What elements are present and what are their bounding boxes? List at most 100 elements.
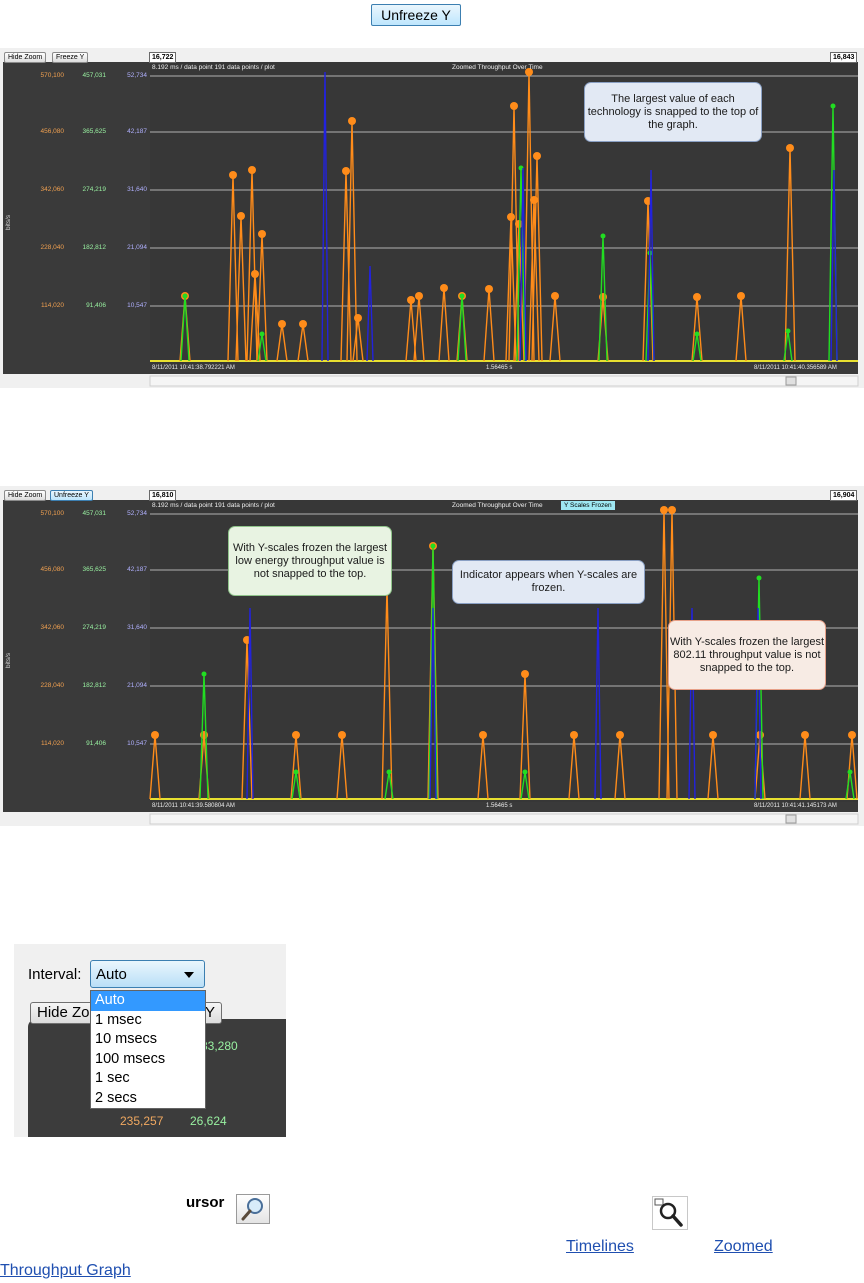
orange-tick: 456,080 — [40, 128, 65, 135]
trace-marker — [785, 328, 791, 334]
interval-option-1-msec[interactable]: 1 msec — [95, 1011, 142, 1028]
unfreeze-y-button[interactable]: Unfreeze Y — [371, 4, 461, 26]
x-end-label: 8/11/2011 10:41:41.145173 AM — [754, 803, 837, 809]
green-scale-value-2: 26,624 — [190, 1114, 227, 1128]
trace-marker — [415, 292, 423, 300]
interval-option-10-msecs[interactable]: 10 msecs — [95, 1031, 158, 1047]
interval-options: Auto 1 msec 10 msecs 100 msecs 1 sec 2 s… — [90, 990, 206, 1109]
trace-spike — [246, 607, 254, 800]
hide-zoom-button[interactable]: Hide Zo — [30, 1002, 102, 1024]
interval-dropdown-panel: Interval: 33,280 235,257 26,624 Hide Zo … — [14, 944, 286, 1137]
trace-marker — [440, 284, 448, 292]
link-throughput-graph[interactable]: Throughput Graph — [0, 1262, 131, 1279]
orange-tick: 342,060 — [40, 624, 65, 631]
trace-marker — [521, 670, 529, 678]
green-tick: 91,406 — [86, 302, 106, 309]
graph-title: Zoomed Throughput Over Time — [452, 64, 543, 71]
x-start-label: 8/11/2011 10:41:39.580804 AM — [152, 803, 235, 809]
y-unit-label: bits/s — [5, 652, 12, 668]
x-start-label: 8/11/2011 10:41:38.792221 AM — [152, 365, 235, 371]
trace-marker — [756, 575, 762, 581]
trace-marker — [479, 731, 487, 739]
scrollbar-track — [149, 375, 859, 387]
trace-marker — [801, 731, 809, 739]
trace-marker — [258, 230, 266, 238]
range-end-box[interactable]: 16,904 — [830, 490, 858, 501]
trace-marker — [259, 331, 265, 337]
interval-option-2-secs[interactable]: 2 secs — [95, 1089, 137, 1106]
green-tick: 457,031 — [82, 510, 107, 517]
trace-spike — [321, 71, 329, 362]
chevron-down-icon[interactable] — [184, 972, 194, 978]
x-end-label: 8/11/2011 10:41:40.356589 AM — [754, 365, 837, 371]
trace-marker — [694, 331, 700, 337]
range-start-box[interactable]: 16,810 — [149, 490, 177, 501]
hide-zoom-button[interactable]: Hide Zoom — [4, 52, 47, 63]
blue-tick: 42,187 — [127, 566, 147, 573]
blue-tick: 52,734 — [127, 72, 147, 79]
trace-marker — [338, 731, 346, 739]
trace-marker — [616, 731, 624, 739]
trace-marker — [293, 769, 299, 775]
trace-marker — [278, 320, 286, 328]
scrollbar-thumb — [785, 814, 797, 824]
trace-marker — [533, 152, 541, 160]
range-start-box[interactable]: 16,722 — [149, 52, 177, 63]
trace-spike — [366, 265, 374, 362]
trace-marker — [847, 769, 853, 775]
trace-marker — [292, 731, 300, 739]
trace-marker — [693, 293, 701, 301]
link-timelines[interactable]: Timelines — [566, 1238, 634, 1255]
link-zoomed[interactable]: Zoomed — [714, 1238, 773, 1255]
trace-marker — [229, 171, 237, 179]
interval-option-auto[interactable]: Auto — [91, 991, 205, 1011]
green-tick: 365,625 — [82, 128, 107, 135]
trace-marker — [200, 731, 208, 739]
blue-tick: 31,640 — [127, 186, 147, 193]
hide-zoom-button[interactable]: Hide Zoom — [4, 490, 47, 501]
orange-tick: 342,060 — [40, 186, 65, 193]
trace-marker — [570, 731, 578, 739]
green-tick: 274,219 — [82, 186, 107, 193]
unfreeze-y-button[interactable]: Unfreeze Y — [50, 490, 93, 501]
trace-spike — [754, 607, 762, 800]
trace-marker — [430, 543, 436, 549]
blue-tick: 21,094 — [127, 682, 147, 689]
graph-title: Zoomed Throughput Over Time — [452, 502, 543, 509]
trace-marker — [510, 102, 518, 110]
zoom-icon[interactable] — [652, 1196, 688, 1230]
green-tick: 182,812 — [82, 244, 107, 251]
interval-option-100-msecs[interactable]: 100 msecs — [95, 1050, 166, 1067]
range-end-box[interactable]: 16,843 — [830, 52, 858, 63]
green-tick: 182,812 — [82, 682, 107, 689]
trace-spike — [830, 169, 838, 362]
blue-tick: 21,094 — [127, 244, 147, 251]
green-tick: 91,406 — [86, 740, 106, 747]
trace-spike — [688, 607, 696, 800]
blue-tick: 10,547 — [127, 740, 147, 747]
callout-indicator: Indicator appears when Y-scales are froz… — [452, 560, 645, 604]
interval-selected-value: Auto — [96, 966, 127, 983]
interval-option-1-sec[interactable]: 1 sec — [95, 1070, 130, 1086]
trace-marker — [525, 68, 533, 76]
green-scale-value: 33,280 — [201, 1039, 238, 1053]
interval-select[interactable]: Auto — [90, 960, 205, 988]
trace-marker — [485, 285, 493, 293]
trace-marker — [522, 769, 528, 775]
freeze-y-button[interactable]: Freeze Y — [52, 52, 89, 63]
plot-info: 8.192 ms / data point 191 data points / … — [152, 64, 275, 71]
orange-tick: 114,020 — [40, 740, 64, 747]
orange-tick: 114,020 — [40, 302, 64, 309]
y-scales-frozen-indicator: Y Scales Frozen — [561, 501, 615, 510]
blue-tick: 52,734 — [127, 510, 147, 517]
blue-tick: 31,640 — [127, 624, 147, 631]
trace-marker — [299, 320, 307, 328]
scrollbar-thumb — [785, 376, 797, 386]
trace-spike — [519, 167, 527, 362]
green-tick: 457,031 — [82, 72, 107, 79]
trace-marker — [348, 117, 356, 125]
plot-info: 8.192 ms / data point 191 data points / … — [152, 502, 275, 509]
callout-snapped: The largest value of each technology is … — [584, 82, 762, 142]
magnifier-icon[interactable] — [236, 1194, 270, 1224]
trace-marker — [342, 167, 350, 175]
